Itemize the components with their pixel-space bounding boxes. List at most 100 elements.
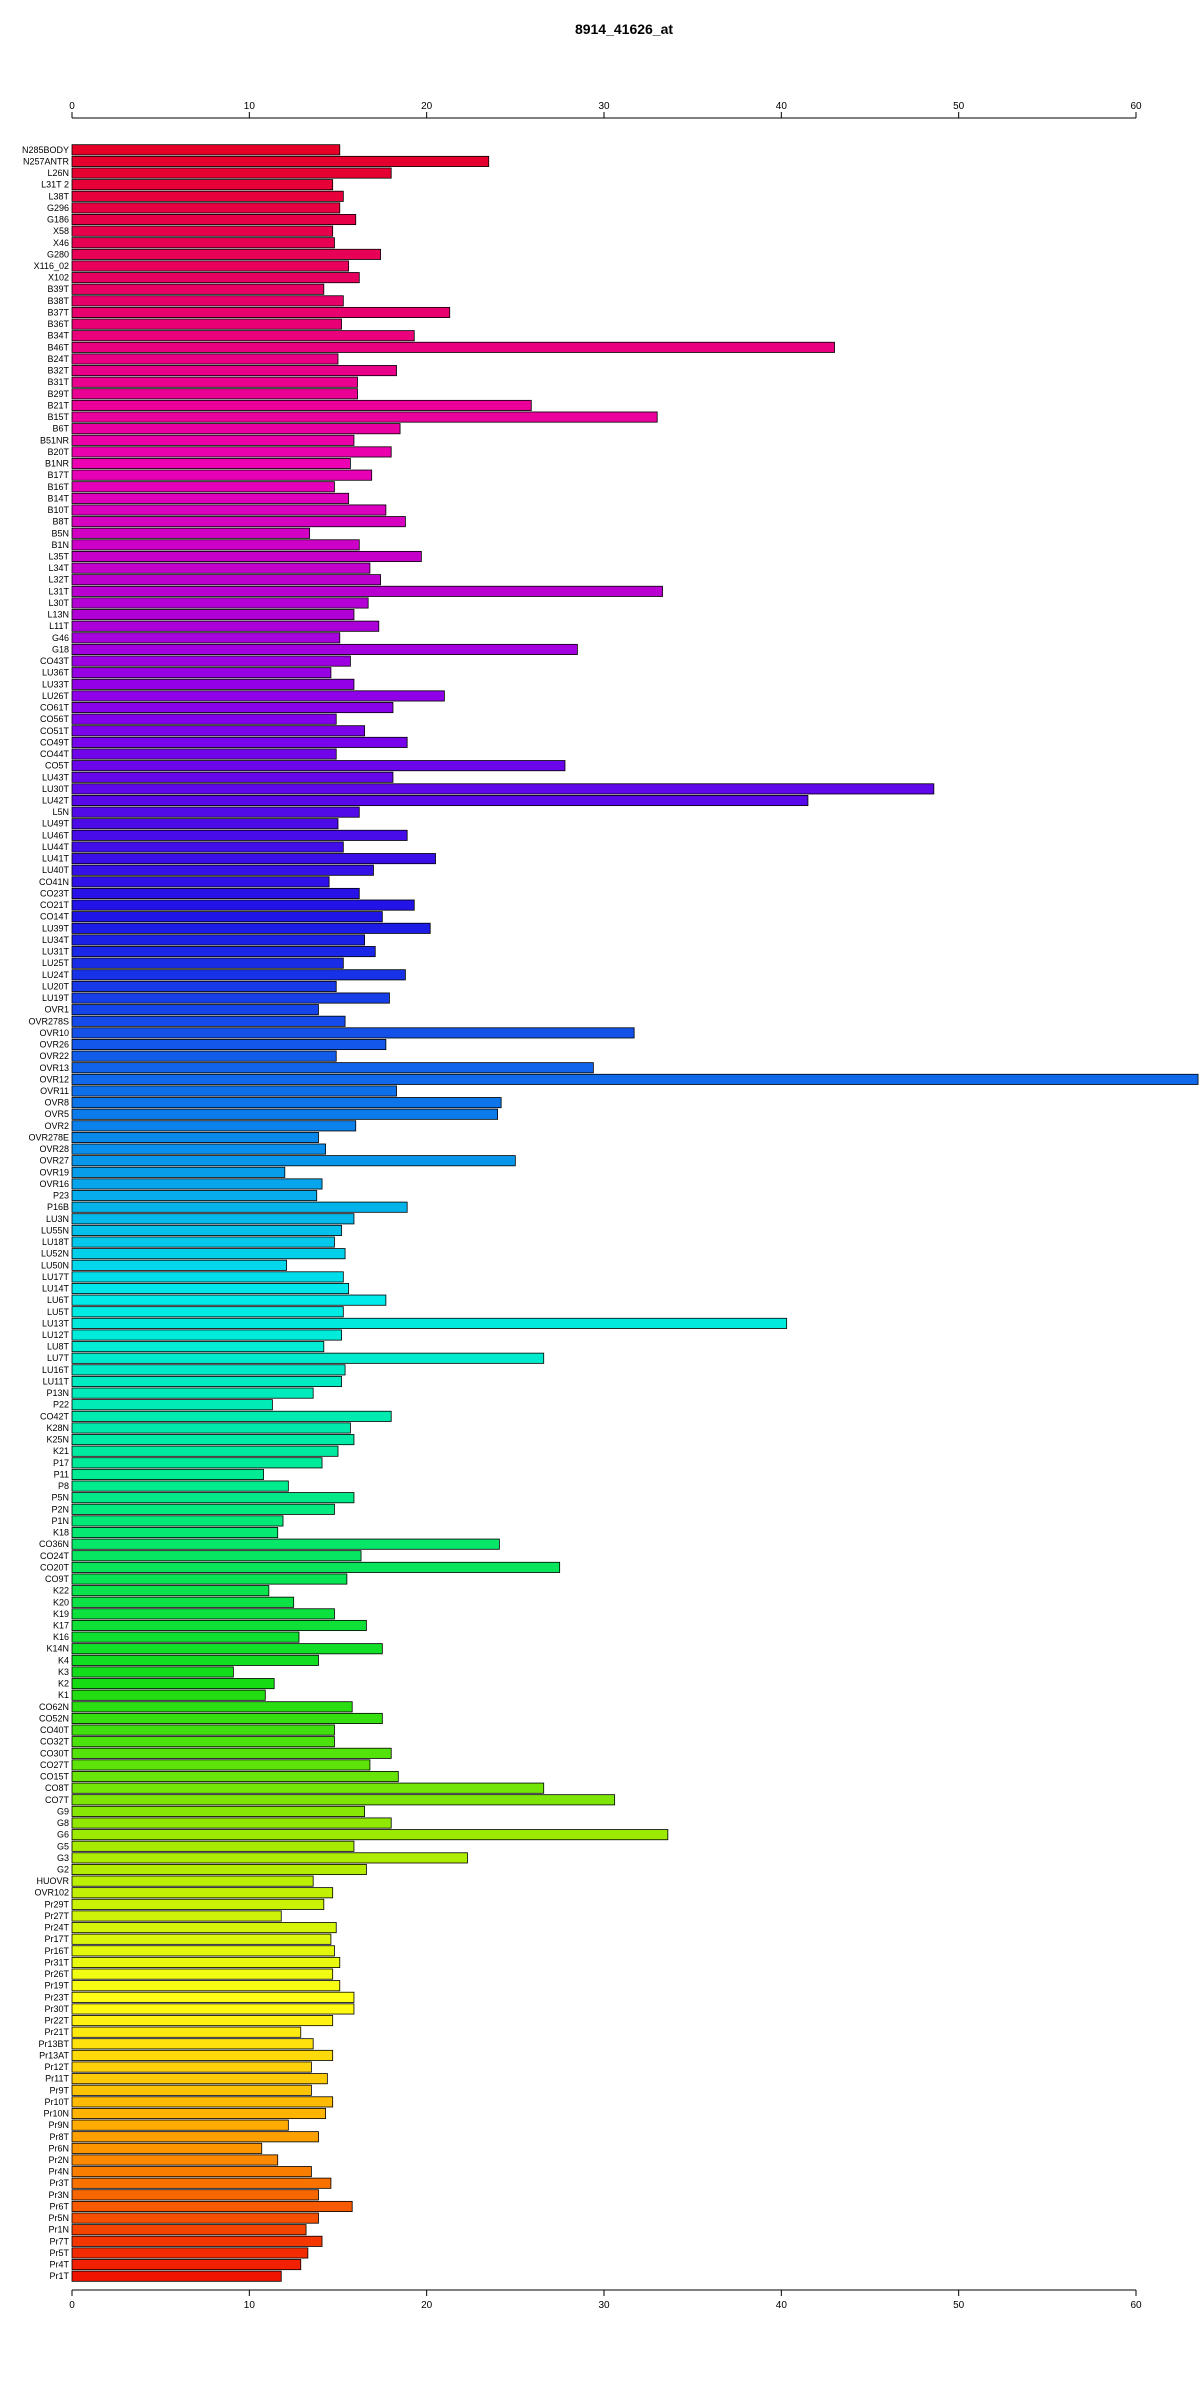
category-label: CO40T — [40, 1725, 70, 1735]
tick-label: 0 — [69, 101, 75, 112]
category-label: CO32T — [40, 1737, 70, 1747]
bar-OVR12 — [71, 1073, 1199, 1085]
bar-B16T — [71, 481, 335, 493]
category-label: G5 — [57, 1841, 69, 1851]
bar-CO5T — [71, 760, 566, 772]
category-label: CO42T — [40, 1411, 70, 1421]
bar-Pr17T — [71, 1933, 332, 1945]
category-label: K14N — [46, 1644, 69, 1654]
category-label: G46 — [52, 633, 69, 643]
bar-B29T — [71, 388, 358, 400]
category-label: OVR10 — [39, 1028, 69, 1038]
bar-G2 — [71, 1863, 367, 1876]
category-label: Pr12T — [44, 2062, 69, 2072]
bar-LU14T — [71, 1283, 350, 1295]
bar-Pr23T — [71, 1991, 355, 2003]
category-label: CO8T — [45, 1783, 70, 1793]
bar-L13N — [71, 609, 355, 621]
bar-OVR11 — [71, 1085, 397, 1097]
bar-CO52N — [71, 1712, 383, 1724]
bar-K17 — [71, 1619, 367, 1632]
category-label: OVR11 — [40, 1086, 69, 1096]
category-label: Pr13AT — [39, 2050, 69, 2060]
bar-K20 — [71, 1596, 295, 1608]
category-label: OVR13 — [39, 1063, 69, 1073]
bar-P8 — [71, 1480, 289, 1492]
tick-label: 40 — [776, 2300, 788, 2311]
bar-K25N — [71, 1434, 355, 1446]
bar-Pr10N — [71, 2107, 326, 2120]
category-label: B51NR — [40, 435, 70, 445]
bar-OVR10 — [71, 1027, 635, 1039]
category-label: Pr16T — [44, 1946, 69, 1956]
category-label: Pr7T — [49, 2236, 69, 2246]
bar-B36T — [71, 318, 342, 330]
bar-LU5T — [71, 1306, 344, 1318]
bar-B17T — [71, 469, 373, 481]
category-label: Pr17T — [44, 1934, 69, 1944]
bar-Pr19T — [71, 1980, 341, 1992]
bar-P17 — [71, 1457, 323, 1469]
category-label: K2 — [58, 1679, 69, 1689]
category-label: LU13T — [42, 1318, 70, 1328]
bar-Pr6T — [71, 2200, 353, 2212]
category-label: G296 — [47, 203, 69, 213]
category-label: Pr10N — [43, 2109, 69, 2119]
bar-OVR102 — [71, 1887, 334, 1899]
category-label: LU40T — [42, 865, 70, 875]
bar-X58 — [71, 225, 334, 237]
category-label: Pr31T — [44, 1957, 69, 1967]
bar-Pr22T — [71, 2015, 334, 2027]
category-label: Pr24T — [44, 1923, 69, 1933]
bar-Pr1N — [71, 2224, 307, 2236]
category-label: L13N — [47, 610, 69, 620]
category-label: LU43T — [42, 772, 70, 782]
category-label: G6 — [57, 1830, 69, 1840]
bar-Pr30T — [71, 2003, 355, 2015]
category-label: Pr5N — [48, 2213, 69, 2223]
bar-K14N — [71, 1643, 383, 1655]
bar-LU20T — [71, 980, 337, 992]
bar-CO8T — [71, 1782, 545, 1794]
bar-Pr9N — [71, 2119, 289, 2131]
bar-Pr11T — [71, 2073, 328, 2085]
category-label: G18 — [52, 644, 69, 654]
category-label: K20 — [53, 1597, 69, 1607]
category-label: CO30T — [40, 1748, 70, 1758]
category-label: P1N — [51, 1516, 69, 1526]
bar-G280 — [71, 248, 381, 260]
bar-Pr4N — [71, 2166, 312, 2178]
bar-HUOVR — [71, 1875, 314, 1887]
bar-Pr3T — [71, 2177, 332, 2189]
bar-P23 — [71, 1190, 318, 1202]
bar-OVR28 — [71, 1143, 326, 1155]
category-label: B5N — [51, 528, 69, 538]
bar-OVR27 — [71, 1155, 516, 1167]
bar-Pr8T — [71, 2131, 319, 2143]
bar-CO61T — [71, 702, 394, 714]
bar-Pr10T — [71, 2096, 334, 2108]
category-label: L11T — [49, 621, 69, 631]
category-label: L32T — [48, 575, 69, 585]
category-label: OVR16 — [39, 1179, 69, 1189]
category-label: X46 — [53, 238, 69, 248]
category-label: L35T — [48, 551, 69, 561]
bar-LU3N — [71, 1213, 355, 1225]
category-label: LU26T — [42, 691, 70, 701]
category-label: B17T — [47, 470, 69, 480]
bar-CO9T — [71, 1573, 348, 1585]
category-label: LU11T — [43, 1376, 70, 1386]
bar-B8T — [71, 516, 406, 528]
bar-LU40T — [71, 864, 374, 876]
bar-L26N — [71, 167, 392, 179]
category-label: Pr1T — [49, 2271, 69, 2281]
bar-X102 — [71, 272, 360, 284]
category-label: LU19T — [42, 993, 70, 1003]
bar-P5N — [71, 1492, 355, 1504]
category-label: B14T — [47, 493, 69, 503]
category-label: OVR27 — [39, 1156, 69, 1166]
bar-OVR16 — [71, 1178, 323, 1190]
category-label: LU14T — [42, 1284, 70, 1294]
bar-CO49T — [71, 736, 408, 748]
category-label: CO36N — [39, 1539, 69, 1549]
